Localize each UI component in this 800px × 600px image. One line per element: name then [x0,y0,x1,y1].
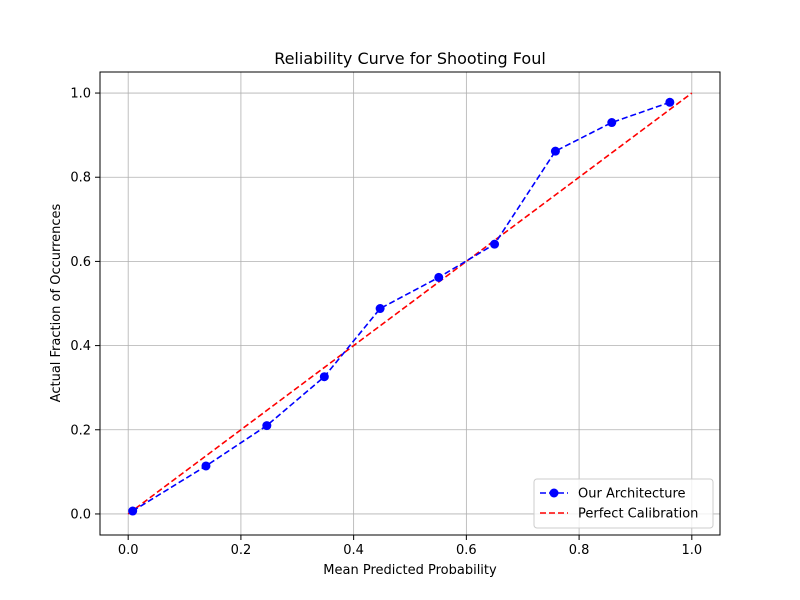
data-point-our-architecture [201,461,211,471]
legend-box [533,478,714,529]
data-point-our-architecture [262,421,272,431]
data-point-our-architecture [375,304,385,314]
axis-ticks: 0.0 0.2 0.4 0.6 0.8 1.0 0.0 0.2 0.4 0.6 0.8 1.0 [70,87,702,558]
x-tick-label: 0.8 [569,543,590,558]
x-tick-label: 0.2 [231,543,252,558]
x-tick-label: 0.0 [118,543,139,558]
data-point-our-architecture [128,506,138,516]
legend-label-our-architecture: Our Architecture [578,487,686,502]
y-tick-label: 0.8 [70,171,91,186]
data-point-our-architecture [319,372,329,382]
legend: Our Architecture Perfect Calibration [533,478,714,529]
data-point-our-architecture [550,146,560,156]
legend-label-perfect-calibration: Perfect Calibration [578,507,698,522]
x-axis-label: Mean Predicted Probability [323,563,497,578]
data-point-our-architecture [434,272,444,282]
y-tick-label: 0.4 [70,339,91,354]
plot-frame [99,71,721,536]
y-tick-label: 0.6 [70,255,91,270]
x-tick-label: 0.4 [343,543,364,558]
series-line-our-architecture [132,101,671,512]
y-axis-label: Actual Fraction of Occurrences [49,203,64,402]
series-layer [127,92,693,516]
y-tick-label: 1.0 [70,87,91,102]
data-point-our-architecture [607,118,617,128]
y-tick-label: 0.0 [70,507,91,522]
chart-title: Reliability Curve for Shooting Foul [274,49,546,68]
x-tick-label: 1.0 [681,543,702,558]
y-tick-label: 0.2 [70,423,91,438]
data-point-our-architecture [665,97,675,107]
x-tick-label: 0.6 [456,543,477,558]
data-point-our-architecture [490,239,500,249]
series-line-perfect-calibration [127,92,693,515]
legend-marker-our-architecture [549,488,559,498]
